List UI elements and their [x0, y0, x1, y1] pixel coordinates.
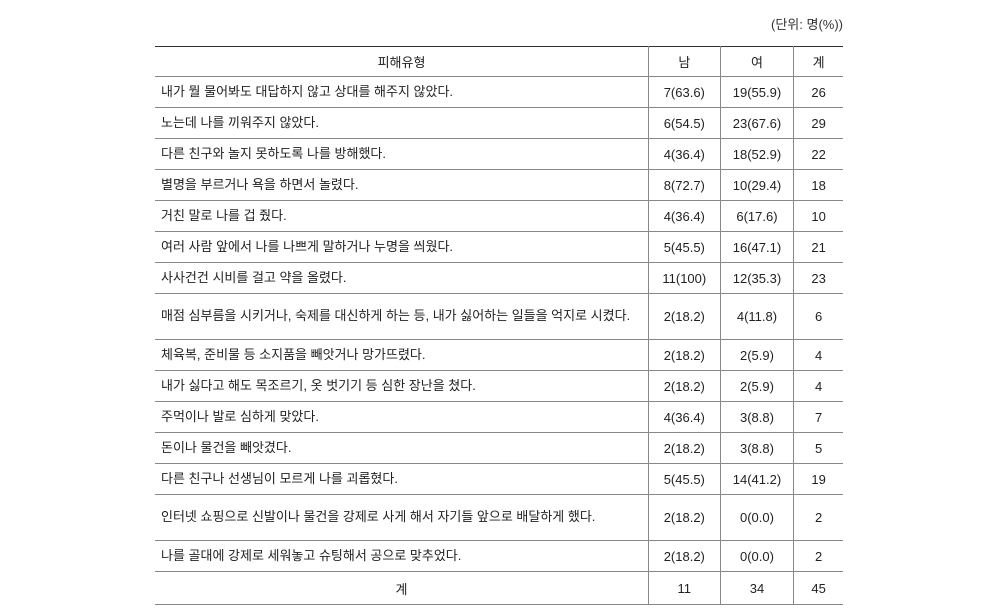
- cell-desc: 내가 뭘 물어봐도 대답하지 않고 상대를 해주지 않았다.: [155, 77, 648, 108]
- cell-female: 23(67.6): [720, 108, 794, 139]
- table-row: 나를 골대에 강제로 세워놓고 슈팅해서 공으로 맞추었다.2(18.2)0(0…: [155, 541, 843, 572]
- table-row: 체육복, 준비물 등 소지품을 빼앗거나 망가뜨렸다.2(18.2)2(5.9)…: [155, 340, 843, 371]
- cell-total: 4: [794, 340, 843, 371]
- cell-male: 5(45.5): [648, 464, 720, 495]
- cell-male: 2(18.2): [648, 495, 720, 541]
- cell-male: 2(18.2): [648, 371, 720, 402]
- cell-total: 21: [794, 232, 843, 263]
- cell-female: 14(41.2): [720, 464, 794, 495]
- table-row: 다른 친구나 선생님이 모르게 나를 괴롭혔다.5(45.5)14(41.2)1…: [155, 464, 843, 495]
- total-label: 계: [155, 572, 648, 605]
- cell-total: 26: [794, 77, 843, 108]
- cell-total: 4: [794, 371, 843, 402]
- cell-total: 6: [794, 294, 843, 340]
- cell-total: 19: [794, 464, 843, 495]
- cell-total: 23: [794, 263, 843, 294]
- cell-total: 2: [794, 495, 843, 541]
- cell-male: 4(36.4): [648, 402, 720, 433]
- cell-female: 10(29.4): [720, 170, 794, 201]
- cell-female: 4(11.8): [720, 294, 794, 340]
- cell-desc: 거친 말로 나를 겁 줬다.: [155, 201, 648, 232]
- header-total: 계: [794, 47, 843, 77]
- table-row: 여러 사람 앞에서 나를 나쁘게 말하거나 누명을 씌웠다.5(45.5)16(…: [155, 232, 843, 263]
- table-row: 매점 심부름을 시키거나, 숙제를 대신하게 하는 등, 내가 싫어하는 일들을…: [155, 294, 843, 340]
- table-row: 내가 싫다고 해도 목조르기, 옷 벗기기 등 심한 장난을 쳤다.2(18.2…: [155, 371, 843, 402]
- table-container: 피해유형 남 여 계 내가 뭘 물어봐도 대답하지 않고 상대를 해주지 않았다…: [155, 46, 843, 605]
- cell-total: 18: [794, 170, 843, 201]
- cell-desc: 다른 친구와 놀지 못하도록 나를 방해했다.: [155, 139, 648, 170]
- cell-desc: 인터넷 쇼핑으로 신발이나 물건을 강제로 사게 해서 자기들 앞으로 배달하게…: [155, 495, 648, 541]
- cell-female: 3(8.8): [720, 402, 794, 433]
- table-header-row: 피해유형 남 여 계: [155, 47, 843, 77]
- cell-male: 7(63.6): [648, 77, 720, 108]
- cell-desc: 사사건건 시비를 걸고 약을 올렸다.: [155, 263, 648, 294]
- cell-female: 0(0.0): [720, 495, 794, 541]
- cell-female: 2(5.9): [720, 340, 794, 371]
- table-row: 다른 친구와 놀지 못하도록 나를 방해했다.4(36.4)18(52.9)22: [155, 139, 843, 170]
- cell-desc: 돈이나 물건을 빼앗겼다.: [155, 433, 648, 464]
- cell-male: 2(18.2): [648, 541, 720, 572]
- cell-male: 5(45.5): [648, 232, 720, 263]
- cell-female: 2(5.9): [720, 371, 794, 402]
- cell-male: 2(18.2): [648, 294, 720, 340]
- cell-total: 22: [794, 139, 843, 170]
- cell-desc: 노는데 나를 끼워주지 않았다.: [155, 108, 648, 139]
- cell-male: 8(72.7): [648, 170, 720, 201]
- cell-desc: 체육복, 준비물 등 소지품을 빼앗거나 망가뜨렸다.: [155, 340, 648, 371]
- cell-male: 11(100): [648, 263, 720, 294]
- table-row: 돈이나 물건을 빼앗겼다.2(18.2)3(8.8)5: [155, 433, 843, 464]
- total-female: 34: [720, 572, 794, 605]
- cell-total: 2: [794, 541, 843, 572]
- table-row: 내가 뭘 물어봐도 대답하지 않고 상대를 해주지 않았다.7(63.6)19(…: [155, 77, 843, 108]
- unit-label: (단위: 명(%)): [771, 14, 843, 33]
- cell-desc: 다른 친구나 선생님이 모르게 나를 괴롭혔다.: [155, 464, 648, 495]
- cell-desc: 여러 사람 앞에서 나를 나쁘게 말하거나 누명을 씌웠다.: [155, 232, 648, 263]
- cell-desc: 별명을 부르거나 욕을 하면서 놀렸다.: [155, 170, 648, 201]
- cell-desc: 주먹이나 발로 심하게 맞았다.: [155, 402, 648, 433]
- cell-female: 3(8.8): [720, 433, 794, 464]
- cell-male: 2(18.2): [648, 340, 720, 371]
- table-row: 인터넷 쇼핑으로 신발이나 물건을 강제로 사게 해서 자기들 앞으로 배달하게…: [155, 495, 843, 541]
- table-row: 거친 말로 나를 겁 줬다.4(36.4)6(17.6)10: [155, 201, 843, 232]
- cell-male: 4(36.4): [648, 201, 720, 232]
- cell-total: 10: [794, 201, 843, 232]
- cell-desc: 매점 심부름을 시키거나, 숙제를 대신하게 하는 등, 내가 싫어하는 일들을…: [155, 294, 648, 340]
- cell-desc: 나를 골대에 강제로 세워놓고 슈팅해서 공으로 맞추었다.: [155, 541, 648, 572]
- header-type: 피해유형: [155, 47, 648, 77]
- cell-desc: 내가 싫다고 해도 목조르기, 옷 벗기기 등 심한 장난을 쳤다.: [155, 371, 648, 402]
- cell-female: 19(55.9): [720, 77, 794, 108]
- cell-total: 29: [794, 108, 843, 139]
- total-total: 45: [794, 572, 843, 605]
- cell-male: 6(54.5): [648, 108, 720, 139]
- cell-total: 7: [794, 402, 843, 433]
- cell-female: 6(17.6): [720, 201, 794, 232]
- table-row: 사사건건 시비를 걸고 약을 올렸다.11(100)12(35.3)23: [155, 263, 843, 294]
- header-male: 남: [648, 47, 720, 77]
- cell-female: 12(35.3): [720, 263, 794, 294]
- table-row: 주먹이나 발로 심하게 맞았다.4(36.4)3(8.8)7: [155, 402, 843, 433]
- cell-female: 0(0.0): [720, 541, 794, 572]
- cell-male: 4(36.4): [648, 139, 720, 170]
- total-male: 11: [648, 572, 720, 605]
- table-row: 노는데 나를 끼워주지 않았다.6(54.5)23(67.6)29: [155, 108, 843, 139]
- damage-type-table: 피해유형 남 여 계 내가 뭘 물어봐도 대답하지 않고 상대를 해주지 않았다…: [155, 46, 843, 605]
- cell-female: 18(52.9): [720, 139, 794, 170]
- cell-female: 16(47.1): [720, 232, 794, 263]
- table-row: 별명을 부르거나 욕을 하면서 놀렸다.8(72.7)10(29.4)18: [155, 170, 843, 201]
- header-female: 여: [720, 47, 794, 77]
- cell-total: 5: [794, 433, 843, 464]
- table-total-row: 계113445: [155, 572, 843, 605]
- cell-male: 2(18.2): [648, 433, 720, 464]
